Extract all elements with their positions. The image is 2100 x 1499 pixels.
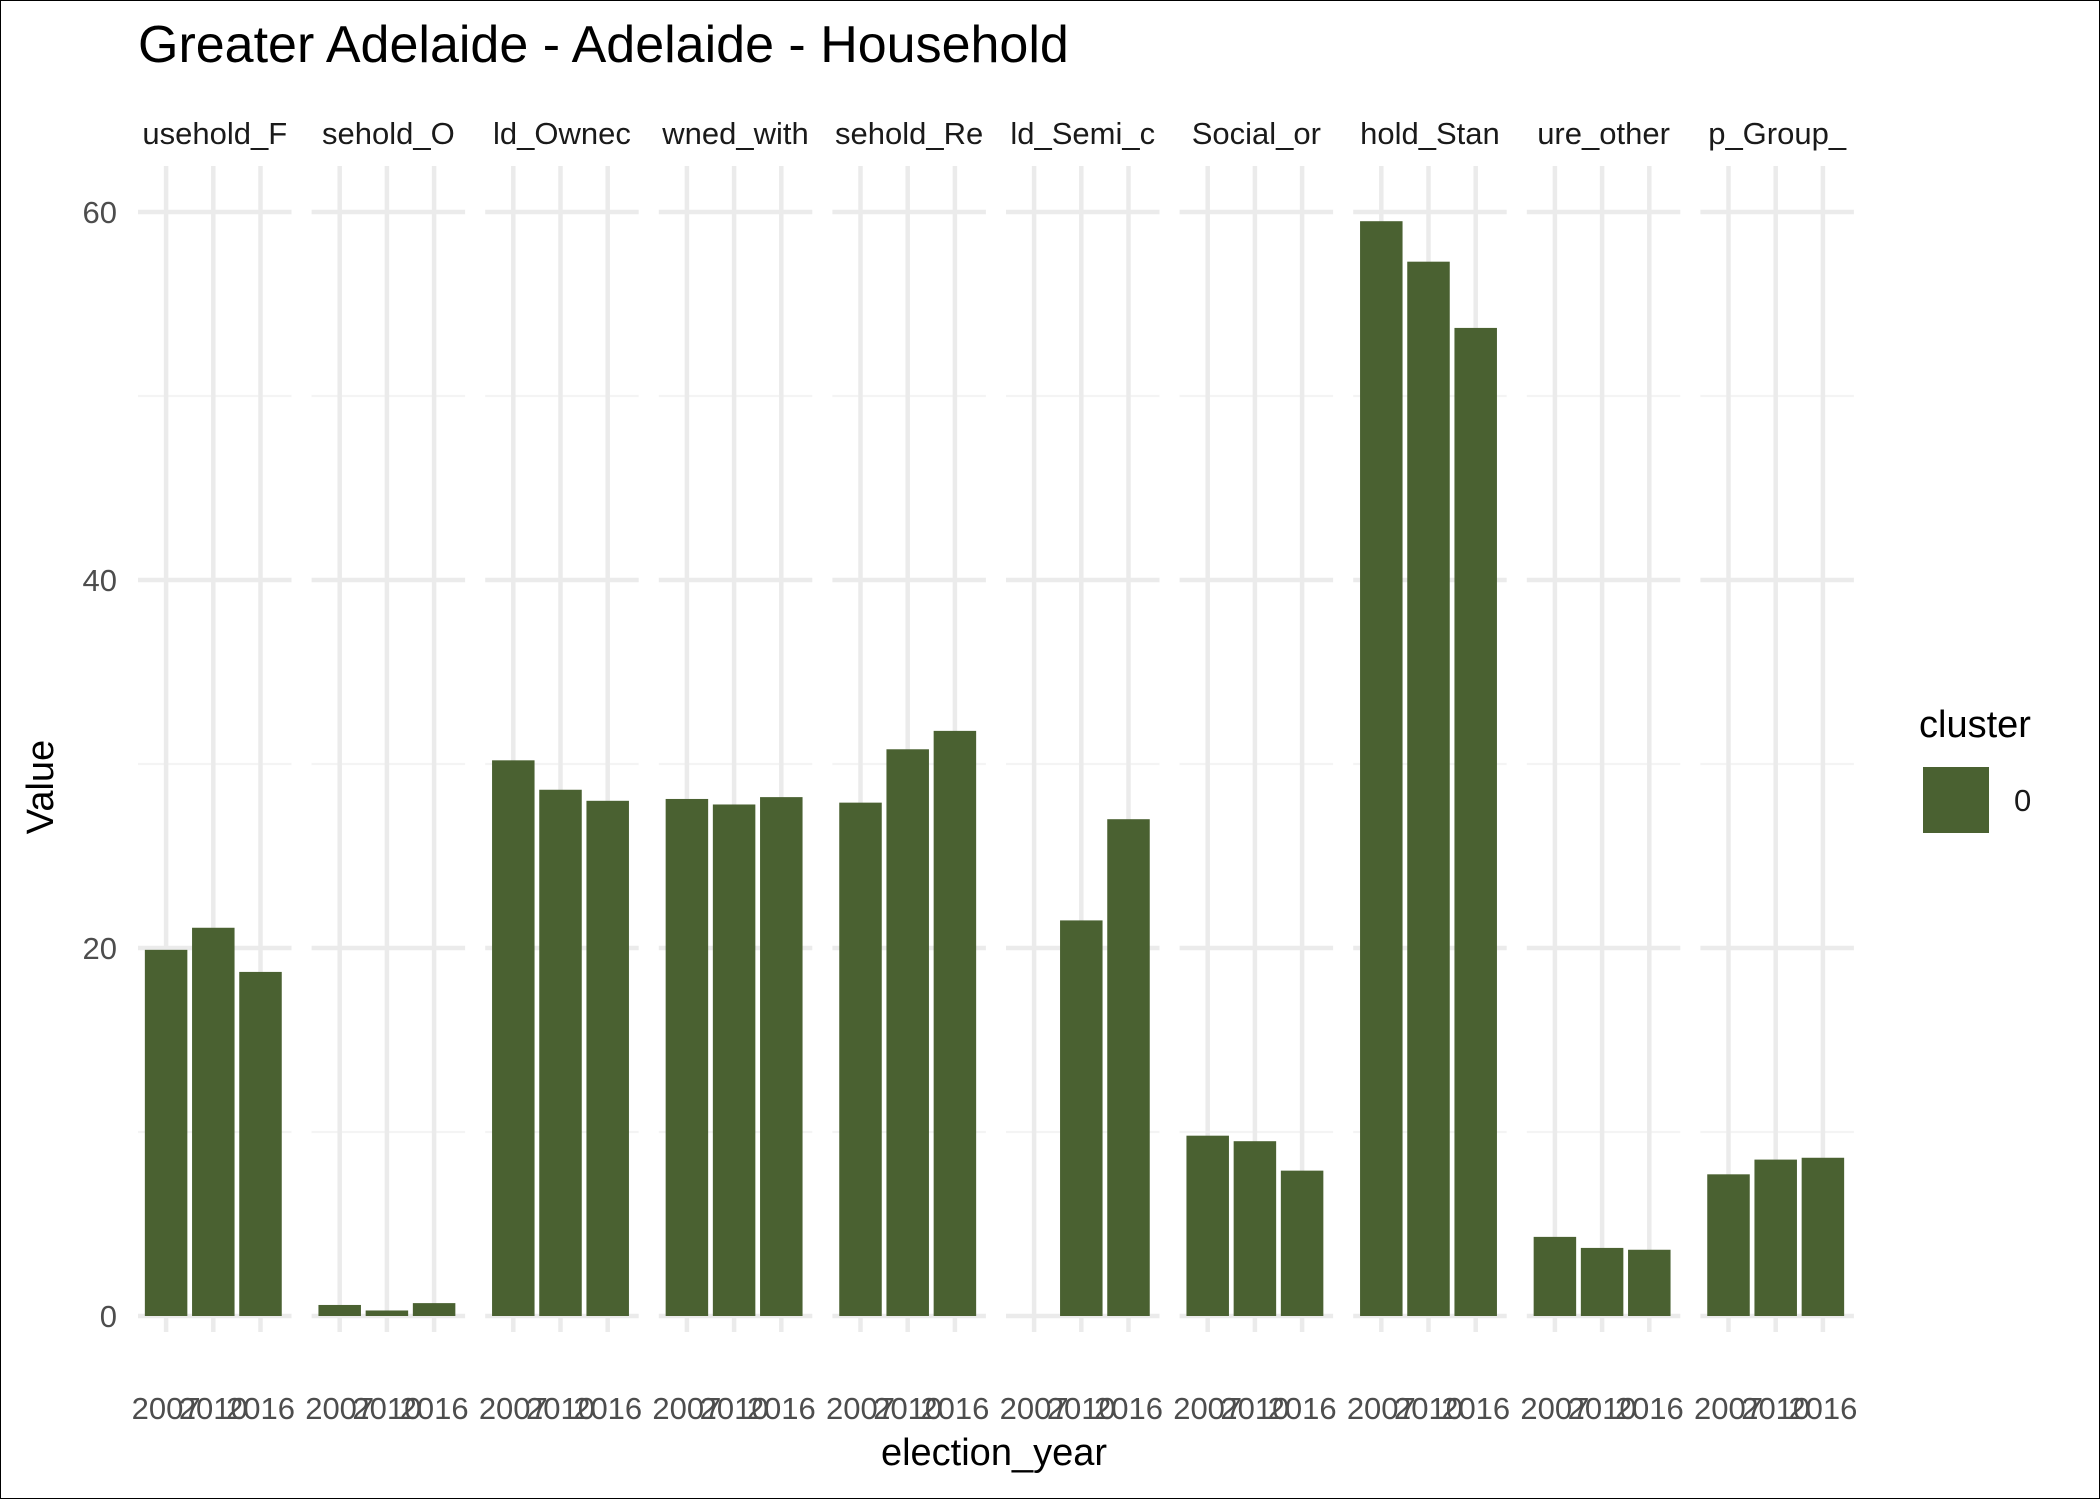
legend: cluster 0 — [1919, 704, 2031, 833]
x-tick-label: 2016 — [226, 1391, 295, 1426]
bar — [412, 1303, 456, 1316]
y-axis-tick-labels: 0 20 40 60 — [83, 195, 117, 1334]
y-tick-label: 60 — [83, 195, 117, 230]
x-tick-label: 2007 — [1000, 1391, 1069, 1426]
x-tick-label: 2016 — [1268, 1391, 1337, 1426]
x-tick-label: 2007 — [652, 1391, 721, 1426]
facet-strip-label: Social_or — [1192, 116, 1321, 151]
facet-strip-label: ld_Ownec — [493, 116, 631, 151]
facet-strip-labels: usehold_F sehold_O ld_Ownec wned_with sehold… — [142, 116, 1846, 151]
bar — [539, 789, 582, 1316]
bar — [239, 971, 282, 1316]
x-tick-label: 2010 — [1220, 1391, 1289, 1426]
bar — [365, 1310, 409, 1316]
x-tick-label: 2010 — [1568, 1391, 1637, 1426]
x-tick-label: 2010 — [1047, 1391, 1116, 1426]
x-tick-label: 2010 — [1741, 1391, 1810, 1426]
x-tick-label: 2010 — [352, 1391, 421, 1426]
x-tick-label: 2007 — [1173, 1391, 1242, 1426]
facet-strip-label: ld_Semi_c — [1010, 116, 1155, 151]
legend-label: 0 — [2014, 783, 2031, 818]
x-tick-label: 2007 — [826, 1391, 895, 1426]
x-tick-label: 2010 — [526, 1391, 595, 1426]
bar — [192, 927, 235, 1316]
legend-key-swatch — [1923, 767, 1989, 833]
x-tick-label: 2007 — [1694, 1391, 1763, 1426]
bar — [1107, 819, 1150, 1316]
y-tick-label: 20 — [83, 931, 117, 966]
bar — [760, 797, 803, 1316]
x-tick-label: 2016 — [1615, 1391, 1684, 1426]
bar — [1754, 1159, 1797, 1316]
facet-strip-label: sehold_Re — [835, 116, 983, 151]
bar — [1580, 1247, 1624, 1316]
bar — [933, 730, 977, 1316]
bar — [318, 1304, 361, 1316]
x-tick-label: 2010 — [873, 1391, 942, 1426]
bar — [1280, 1170, 1324, 1316]
bar — [665, 798, 709, 1316]
grid-layer — [138, 166, 1854, 1332]
x-tick-label: 2007 — [305, 1391, 374, 1426]
x-tick-label: 2016 — [747, 1391, 816, 1426]
bar — [886, 749, 929, 1316]
facet-strip-label: p_Group_ — [1708, 116, 1847, 151]
x-tick-label: 2007 — [1347, 1391, 1416, 1426]
y-axis-title: Value — [20, 740, 62, 834]
bar — [712, 804, 756, 1316]
bar — [586, 800, 629, 1316]
bar — [1801, 1157, 1845, 1316]
y-tick-label: 0 — [100, 1299, 117, 1334]
bar-layer — [144, 221, 1845, 1317]
x-tick-label: 2010 — [179, 1391, 248, 1426]
bar — [1060, 920, 1103, 1316]
y-tick-label: 40 — [83, 563, 117, 598]
legend-title: cluster — [1919, 704, 2031, 746]
x-tick-label: 2010 — [1394, 1391, 1463, 1426]
x-tick-label: 2007 — [479, 1391, 548, 1426]
x-tick-label: 2016 — [1441, 1391, 1510, 1426]
facet-strip-label: wned_with — [661, 116, 808, 151]
facet-strip-label: ure_other — [1537, 116, 1670, 151]
facet-strip-label: sehold_O — [322, 116, 455, 151]
bar — [1454, 327, 1497, 1316]
bar — [492, 760, 535, 1316]
bar — [144, 949, 188, 1316]
bar — [1628, 1249, 1671, 1316]
x-tick-label: 2016 — [1094, 1391, 1163, 1426]
bar — [1186, 1135, 1229, 1316]
x-tick-label: 2016 — [573, 1391, 642, 1426]
facet-strip-label: usehold_F — [142, 116, 287, 151]
x-axis-title: election_year — [881, 1432, 1107, 1474]
x-tick-label: 2016 — [400, 1391, 469, 1426]
x-tick-label: 2007 — [1520, 1391, 1589, 1426]
x-tick-label: 2007 — [132, 1391, 201, 1426]
x-tick-label: 2010 — [700, 1391, 769, 1426]
bar — [1233, 1141, 1277, 1316]
x-tick-label: 2016 — [920, 1391, 989, 1426]
facet-strip-label: hold_Stan — [1360, 116, 1500, 151]
bar — [1533, 1236, 1577, 1316]
bar — [1360, 221, 1403, 1317]
x-tick-label: 2016 — [1788, 1391, 1857, 1426]
chart-title: Greater Adelaide - Adelaide - Household — [138, 16, 1069, 74]
bar — [1407, 261, 1450, 1317]
bar — [839, 802, 882, 1316]
bar — [1707, 1174, 1750, 1316]
